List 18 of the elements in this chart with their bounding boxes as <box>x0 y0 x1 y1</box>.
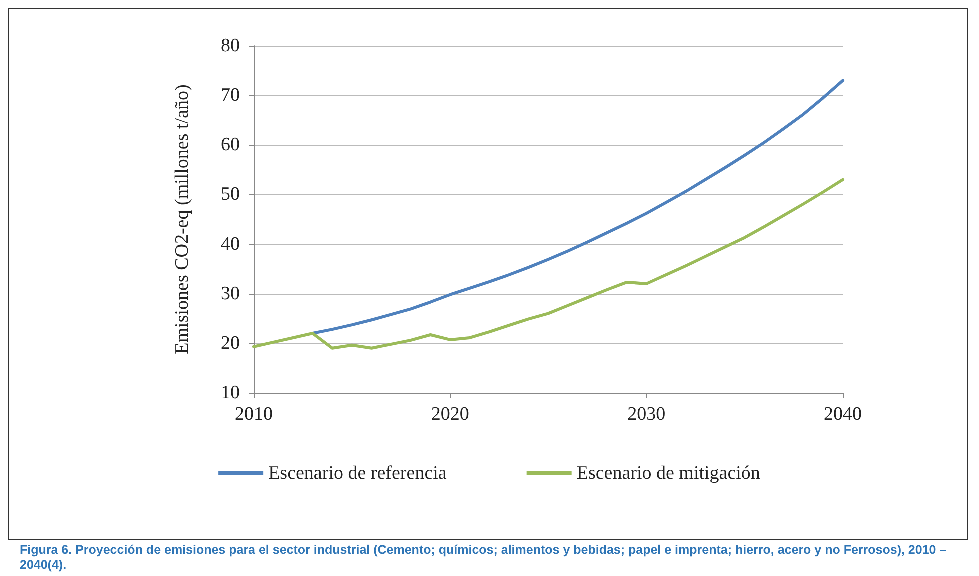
x-tick-label: 2040 <box>824 404 862 425</box>
line-series <box>311 79 844 336</box>
x-tick-label: 2010 <box>235 404 273 425</box>
y-tick-label: 80 <box>221 36 240 56</box>
y-tick-label: 60 <box>221 134 240 156</box>
y-tick-label: 50 <box>221 184 240 206</box>
x-tick-label: 2020 <box>431 404 470 425</box>
y-tick-label: 10 <box>221 382 240 404</box>
y-axis-title: Emisiones CO2-eq (millones t/año) <box>172 84 193 354</box>
legend-label: Escenario de referencia <box>268 463 448 484</box>
y-tick-label: 30 <box>221 283 240 304</box>
y-tick-label: 40 <box>221 234 240 255</box>
line-series <box>252 178 844 350</box>
text: Figura 6. Proyección de emisiones para el sector industrial (Cemento; químicos; alimentos y bebidas; papel e imprenta; hierro, acero y no Ferrosos), 2010 – 2040(4). <box>20 543 948 573</box>
y-tick-label: 70 <box>221 85 240 106</box>
legend-label: Escenario de mitigación <box>576 463 761 484</box>
y-tick-label: 20 <box>221 332 240 354</box>
x-tick-label: 2030 <box>628 404 666 425</box>
